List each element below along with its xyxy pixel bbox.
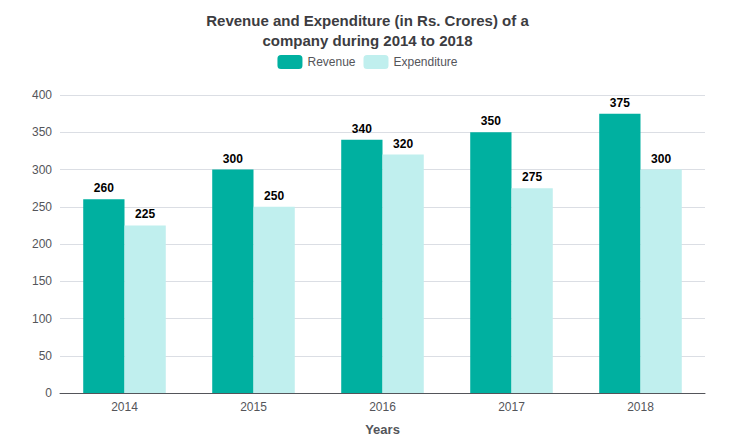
svg-text:2016: 2016: [369, 400, 396, 414]
svg-text:320: 320: [393, 137, 413, 151]
svg-text:150: 150: [32, 274, 52, 288]
svg-text:0: 0: [45, 386, 52, 400]
svg-text:Revenue and Expenditure (in Rs: Revenue and Expenditure (in Rs. Crores) …: [206, 12, 529, 29]
svg-text:2014: 2014: [111, 400, 138, 414]
svg-text:company during 2014 to 2018: company during 2014 to 2018: [262, 32, 472, 49]
svg-text:50: 50: [39, 349, 53, 363]
svg-text:250: 250: [32, 200, 52, 214]
svg-text:260: 260: [94, 181, 114, 195]
svg-text:2017: 2017: [498, 400, 525, 414]
svg-text:Years: Years: [365, 422, 400, 437]
svg-text:Revenue: Revenue: [307, 55, 355, 69]
svg-text:100: 100: [32, 312, 52, 326]
svg-text:250: 250: [264, 189, 284, 203]
svg-text:350: 350: [32, 125, 52, 139]
svg-text:350: 350: [481, 114, 501, 128]
svg-text:Expenditure: Expenditure: [393, 55, 457, 69]
svg-text:225: 225: [135, 207, 155, 221]
svg-text:275: 275: [522, 170, 542, 184]
svg-text:300: 300: [223, 152, 243, 166]
svg-text:375: 375: [610, 96, 630, 110]
svg-text:340: 340: [352, 122, 372, 136]
svg-text:300: 300: [651, 152, 671, 166]
svg-text:400: 400: [32, 88, 52, 102]
svg-text:2015: 2015: [240, 400, 267, 414]
svg-text:300: 300: [32, 163, 52, 177]
svg-text:2018: 2018: [627, 400, 654, 414]
svg-text:200: 200: [32, 237, 52, 251]
